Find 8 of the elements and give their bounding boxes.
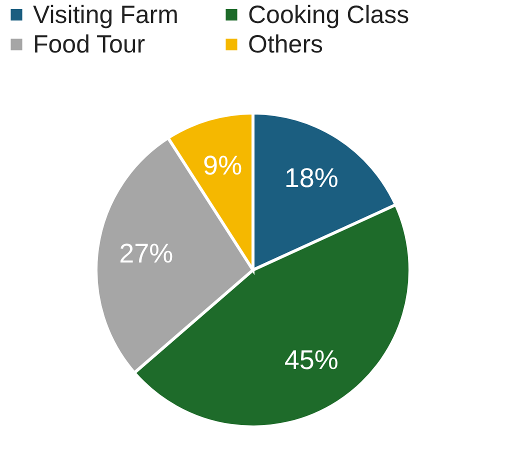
data-label: 45% xyxy=(284,344,338,375)
data-label: 9% xyxy=(203,150,242,180)
legend-label: Cooking Class xyxy=(248,0,410,29)
legend-label: Food Tour xyxy=(33,30,146,58)
data-label: 18% xyxy=(284,163,338,194)
legend-label: Visiting Farm xyxy=(33,0,178,29)
data-label: 27% xyxy=(119,238,174,269)
legend-label: Others xyxy=(248,30,324,58)
